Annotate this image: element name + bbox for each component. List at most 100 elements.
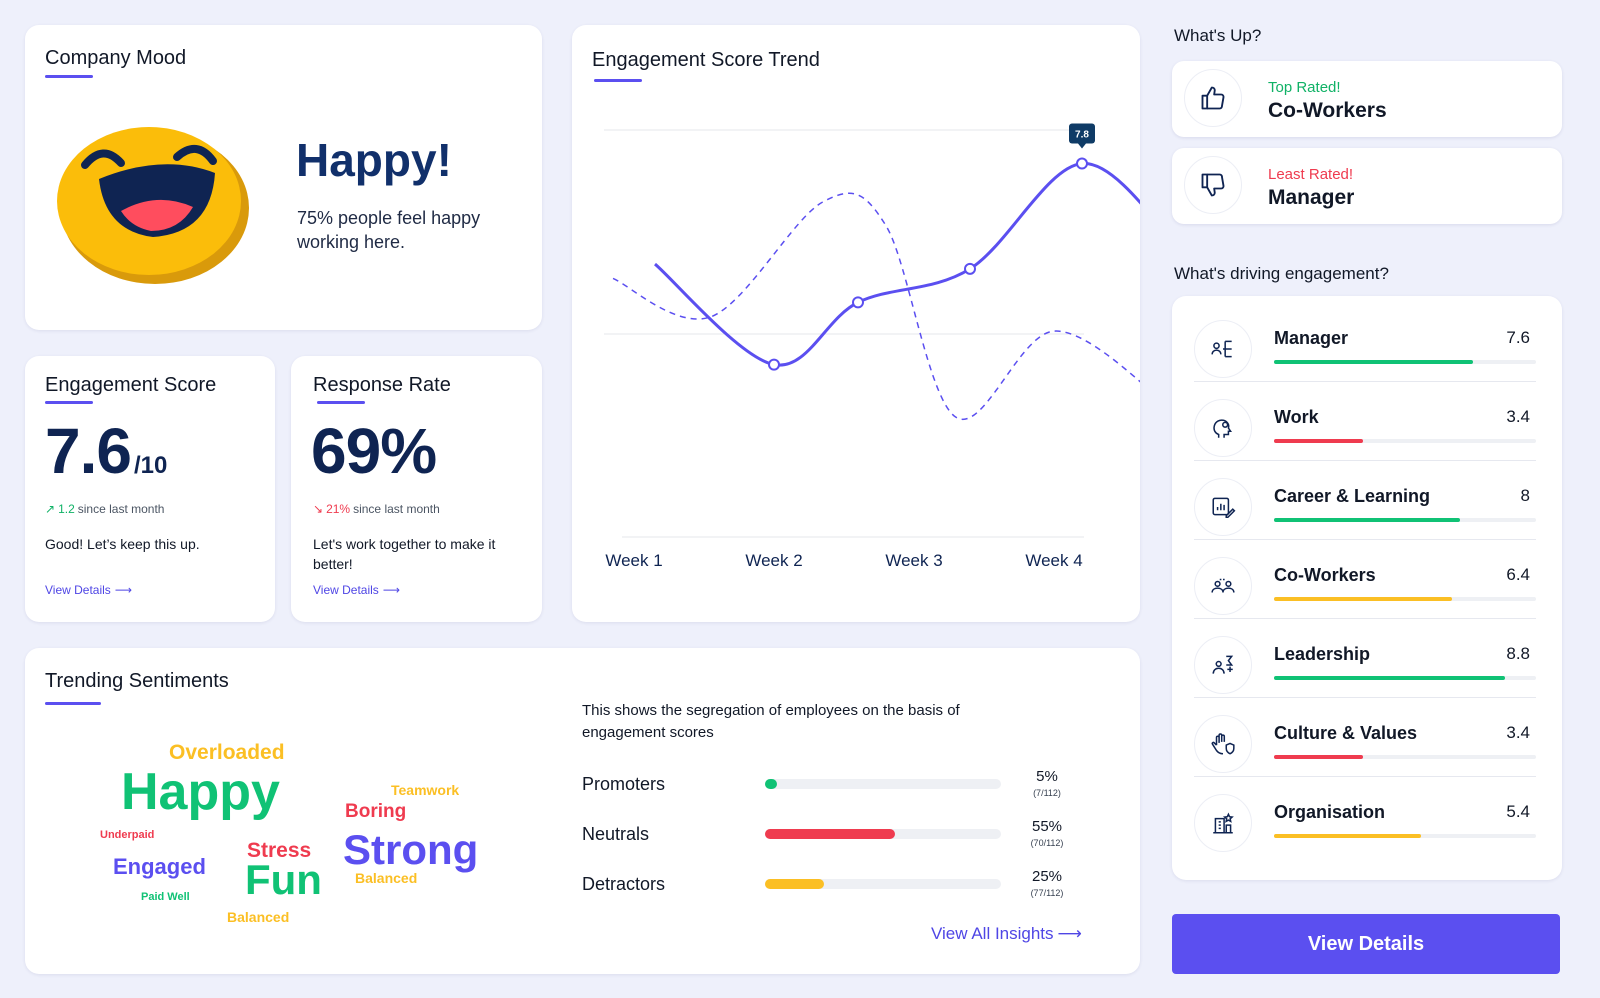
least-rated-card[interactable]: Least Rated! Manager	[1172, 148, 1562, 224]
divider	[1194, 618, 1536, 619]
title-underline	[45, 702, 101, 705]
driver-value: 5.4	[1506, 802, 1530, 821]
least-rated-name: Manager	[1268, 186, 1355, 209]
top-rated-name: Co-Workers	[1268, 99, 1387, 122]
engagement-view-details-link[interactable]: View Details ⟶	[45, 583, 132, 597]
view-details-button[interactable]: View Details	[1172, 914, 1560, 974]
hand-shield-icon	[1194, 715, 1252, 773]
building-star-icon	[1194, 794, 1252, 852]
driver-bar-fill	[1274, 755, 1364, 759]
top-rated-tag: Top Rated!	[1268, 79, 1341, 96]
response-rate-card: Response Rate 69% ↘ 21% since last month…	[291, 356, 542, 622]
arrow-right-icon: ⟶	[114, 583, 133, 597]
divider	[1194, 697, 1536, 698]
head-lightbulb-icon	[1194, 399, 1252, 457]
segment-percent: 5%	[1036, 768, 1058, 785]
drivers-title: What's driving engagement?	[1174, 264, 1389, 283]
driver-row[interactable]: Career & Learning 8	[1194, 462, 1536, 540]
driver-name: Leadership	[1274, 644, 1371, 664]
top-rated-card[interactable]: Top Rated! Co-Workers	[1172, 61, 1562, 137]
word-cloud-word: Fun	[245, 856, 322, 903]
driver-value: 3.4	[1506, 407, 1530, 426]
mood-subtitle: 75% people feel happy working here.	[297, 208, 481, 252]
word-cloud-word: Strong	[343, 826, 479, 873]
company-mood-card: Company Mood Happy! 75% people feel happ…	[25, 25, 542, 330]
driver-name: Organisation	[1274, 802, 1386, 822]
response-message: Let's work together to make it better!	[313, 536, 496, 572]
segment-count: (70/112)	[1030, 838, 1064, 848]
manager-hierarchy-icon	[1194, 320, 1252, 378]
word-cloud-word: Balanced	[355, 870, 418, 886]
driver-row[interactable]: Organisation 5.4	[1194, 778, 1536, 856]
driver-bar-fill	[1274, 676, 1505, 680]
word-cloud-word: Stress	[247, 839, 312, 862]
driver-row[interactable]: Co-Workers 6.4	[1194, 541, 1536, 619]
segment-label: Neutrals	[582, 824, 650, 844]
thumbs-up-icon	[1184, 69, 1242, 127]
data-point[interactable]	[852, 296, 864, 309]
driver-row[interactable]: Culture & Values 3.4	[1194, 699, 1536, 777]
view-all-insights-link[interactable]: View All Insights ⟶	[931, 924, 1082, 944]
driver-row[interactable]: Leadership 8.8	[1194, 620, 1536, 698]
segment-label: Detractors	[582, 874, 666, 894]
trend-down-icon: ↘	[313, 502, 324, 516]
segment-count: (7/112)	[1033, 788, 1061, 798]
link-label: View Details	[45, 583, 111, 597]
driver-name: Work	[1274, 407, 1319, 427]
link-label: View Details	[313, 583, 379, 597]
series-line-current	[654, 162, 1140, 367]
divider	[1194, 460, 1536, 461]
link-label: View All Insights	[931, 924, 1054, 943]
whats-up-title: What's Up?	[1174, 26, 1262, 45]
word-cloud-word: Engaged	[113, 854, 206, 879]
engagement-message: Good! Let’s keep this up.	[45, 536, 200, 552]
data-point[interactable]	[964, 262, 976, 275]
engagement-delta-value: 1.2	[58, 502, 75, 516]
data-point[interactable]	[768, 358, 780, 371]
response-view-details-link[interactable]: View Details ⟶	[313, 583, 400, 597]
driver-bar-track	[1274, 360, 1536, 364]
mood-headline: Happy!	[296, 134, 452, 186]
segregation-description: This shows the segregation of employees …	[582, 702, 960, 741]
response-delta: ↘ 21% since last month	[313, 502, 440, 516]
word-cloud-word: Underpaid	[100, 829, 155, 841]
x-tick-label: Week 2	[745, 551, 802, 570]
leader-sigma-icon	[1194, 636, 1252, 694]
driver-bar-fill	[1274, 518, 1461, 522]
driver-bar-fill	[1274, 597, 1453, 601]
least-rated-tag: Least Rated!	[1268, 166, 1354, 183]
segment-bar-fill	[765, 829, 895, 839]
driver-name: Manager	[1274, 328, 1349, 348]
segment-count: (77/112)	[1030, 888, 1064, 898]
word-cloud-word: Overloaded	[169, 741, 285, 764]
segment-bar-track	[765, 879, 1001, 889]
driver-bar-track	[1274, 676, 1536, 680]
trend-card: Engagement Score Trend Week 1 Week 2 Week …	[572, 25, 1140, 622]
segment-percent: 25%	[1031, 868, 1063, 885]
driver-value: 8.8	[1506, 644, 1530, 663]
engagement-score-value: 7.6	[45, 415, 132, 487]
x-tick-label: Week 1	[605, 551, 662, 570]
title-underline	[594, 79, 642, 82]
driver-bar-fill	[1274, 439, 1364, 443]
driver-row[interactable]: Manager 7.6	[1194, 304, 1536, 382]
driver-name: Co-Workers	[1274, 565, 1376, 585]
engagement-delta-text: since last month	[77, 502, 165, 516]
engagement-delta: ↗ 1.2 since last month	[45, 502, 164, 516]
driver-bar-track	[1274, 834, 1536, 838]
engagement-score-value-group: 7.6 /10	[45, 414, 167, 488]
title-underline	[45, 75, 93, 78]
driver-bar-fill	[1274, 834, 1421, 838]
data-point[interactable]	[1076, 157, 1088, 170]
response-rate-title: Response Rate	[313, 374, 451, 396]
title-underline	[317, 401, 365, 404]
word-cloud-word: Paid Well	[141, 891, 190, 903]
arrow-right-icon: ⟶	[382, 583, 401, 597]
response-rate-value: 69%	[311, 415, 437, 487]
engagement-score-card: Engagement Score 7.6 /10 ↗ 1.2 since las…	[25, 356, 275, 622]
segment-percent: 55%	[1031, 818, 1063, 835]
arrow-right-icon: ⟶	[1057, 924, 1082, 943]
driver-row[interactable]: Work 3.4	[1194, 383, 1536, 461]
driver-bar-track	[1274, 518, 1536, 522]
engagement-score-title: Engagement Score	[45, 374, 217, 396]
